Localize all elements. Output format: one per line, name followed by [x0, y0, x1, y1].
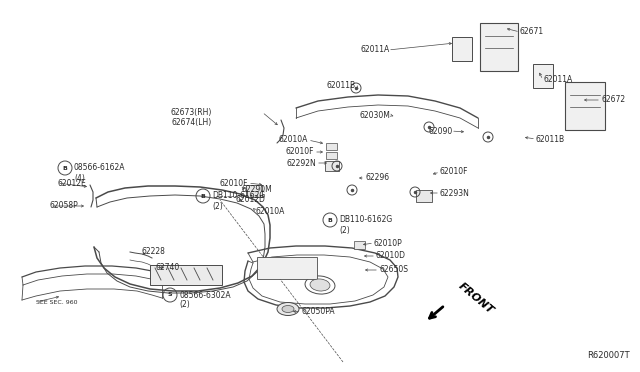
Text: 62010A: 62010A: [278, 135, 308, 144]
Ellipse shape: [277, 302, 299, 315]
Text: 62672: 62672: [601, 96, 625, 105]
FancyBboxPatch shape: [452, 37, 472, 61]
Text: B: B: [63, 166, 67, 170]
Ellipse shape: [305, 276, 335, 294]
FancyBboxPatch shape: [353, 241, 365, 248]
FancyBboxPatch shape: [326, 142, 337, 150]
Text: (2): (2): [339, 225, 349, 234]
Ellipse shape: [282, 305, 294, 312]
Text: S: S: [168, 292, 172, 298]
Text: 62010F: 62010F: [440, 167, 468, 176]
Text: 62050PA: 62050PA: [301, 308, 335, 317]
Ellipse shape: [310, 279, 330, 291]
Bar: [150, 265, 222, 285]
FancyBboxPatch shape: [326, 151, 337, 158]
FancyBboxPatch shape: [565, 82, 605, 130]
Text: 62011B: 62011B: [536, 135, 565, 144]
Bar: [257, 257, 317, 279]
Text: 62030M: 62030M: [359, 110, 390, 119]
Text: 62090: 62090: [429, 126, 453, 135]
Text: SEE SEC. 960: SEE SEC. 960: [36, 299, 77, 305]
Text: 62650S: 62650S: [379, 266, 408, 275]
Text: 08566-6162A: 08566-6162A: [74, 164, 125, 173]
Text: (4): (4): [74, 173, 85, 183]
Text: 62674(LH): 62674(LH): [172, 118, 212, 126]
FancyBboxPatch shape: [325, 161, 339, 171]
FancyBboxPatch shape: [246, 185, 262, 197]
Text: B: B: [328, 218, 332, 222]
Text: 62673(RH): 62673(RH): [171, 108, 212, 116]
Text: 62293N: 62293N: [440, 189, 470, 198]
Text: DB110-6162G: DB110-6162G: [339, 215, 392, 224]
Text: B: B: [200, 193, 205, 199]
Text: (2): (2): [212, 202, 223, 211]
Text: 62011A: 62011A: [361, 45, 390, 55]
Text: 62292N: 62292N: [286, 158, 316, 167]
Text: 62010F: 62010F: [285, 148, 314, 157]
FancyBboxPatch shape: [416, 190, 432, 202]
Text: 62012E: 62012E: [57, 179, 86, 187]
Text: FRONT: FRONT: [456, 280, 495, 315]
Text: 62010P: 62010P: [374, 238, 403, 247]
Text: 62671: 62671: [520, 28, 544, 36]
Text: 62010A: 62010A: [256, 206, 285, 215]
Text: 62228: 62228: [141, 247, 165, 257]
Text: 62011A: 62011A: [544, 76, 573, 84]
Text: 62296: 62296: [365, 173, 389, 183]
Text: 62010F: 62010F: [220, 179, 248, 187]
Text: (2): (2): [179, 301, 189, 310]
Text: R620007T: R620007T: [588, 351, 630, 360]
Text: 62010D: 62010D: [376, 251, 406, 260]
Text: 62058P: 62058P: [50, 202, 79, 211]
Text: DB110-6162G: DB110-6162G: [212, 192, 265, 201]
Text: 62011B: 62011B: [327, 81, 356, 90]
Text: 62740: 62740: [155, 263, 179, 272]
FancyBboxPatch shape: [480, 23, 518, 71]
FancyBboxPatch shape: [533, 64, 553, 88]
Text: 62290M: 62290M: [241, 185, 272, 193]
Text: 62012D: 62012D: [236, 196, 266, 205]
Text: 08566-6302A: 08566-6302A: [179, 291, 230, 299]
